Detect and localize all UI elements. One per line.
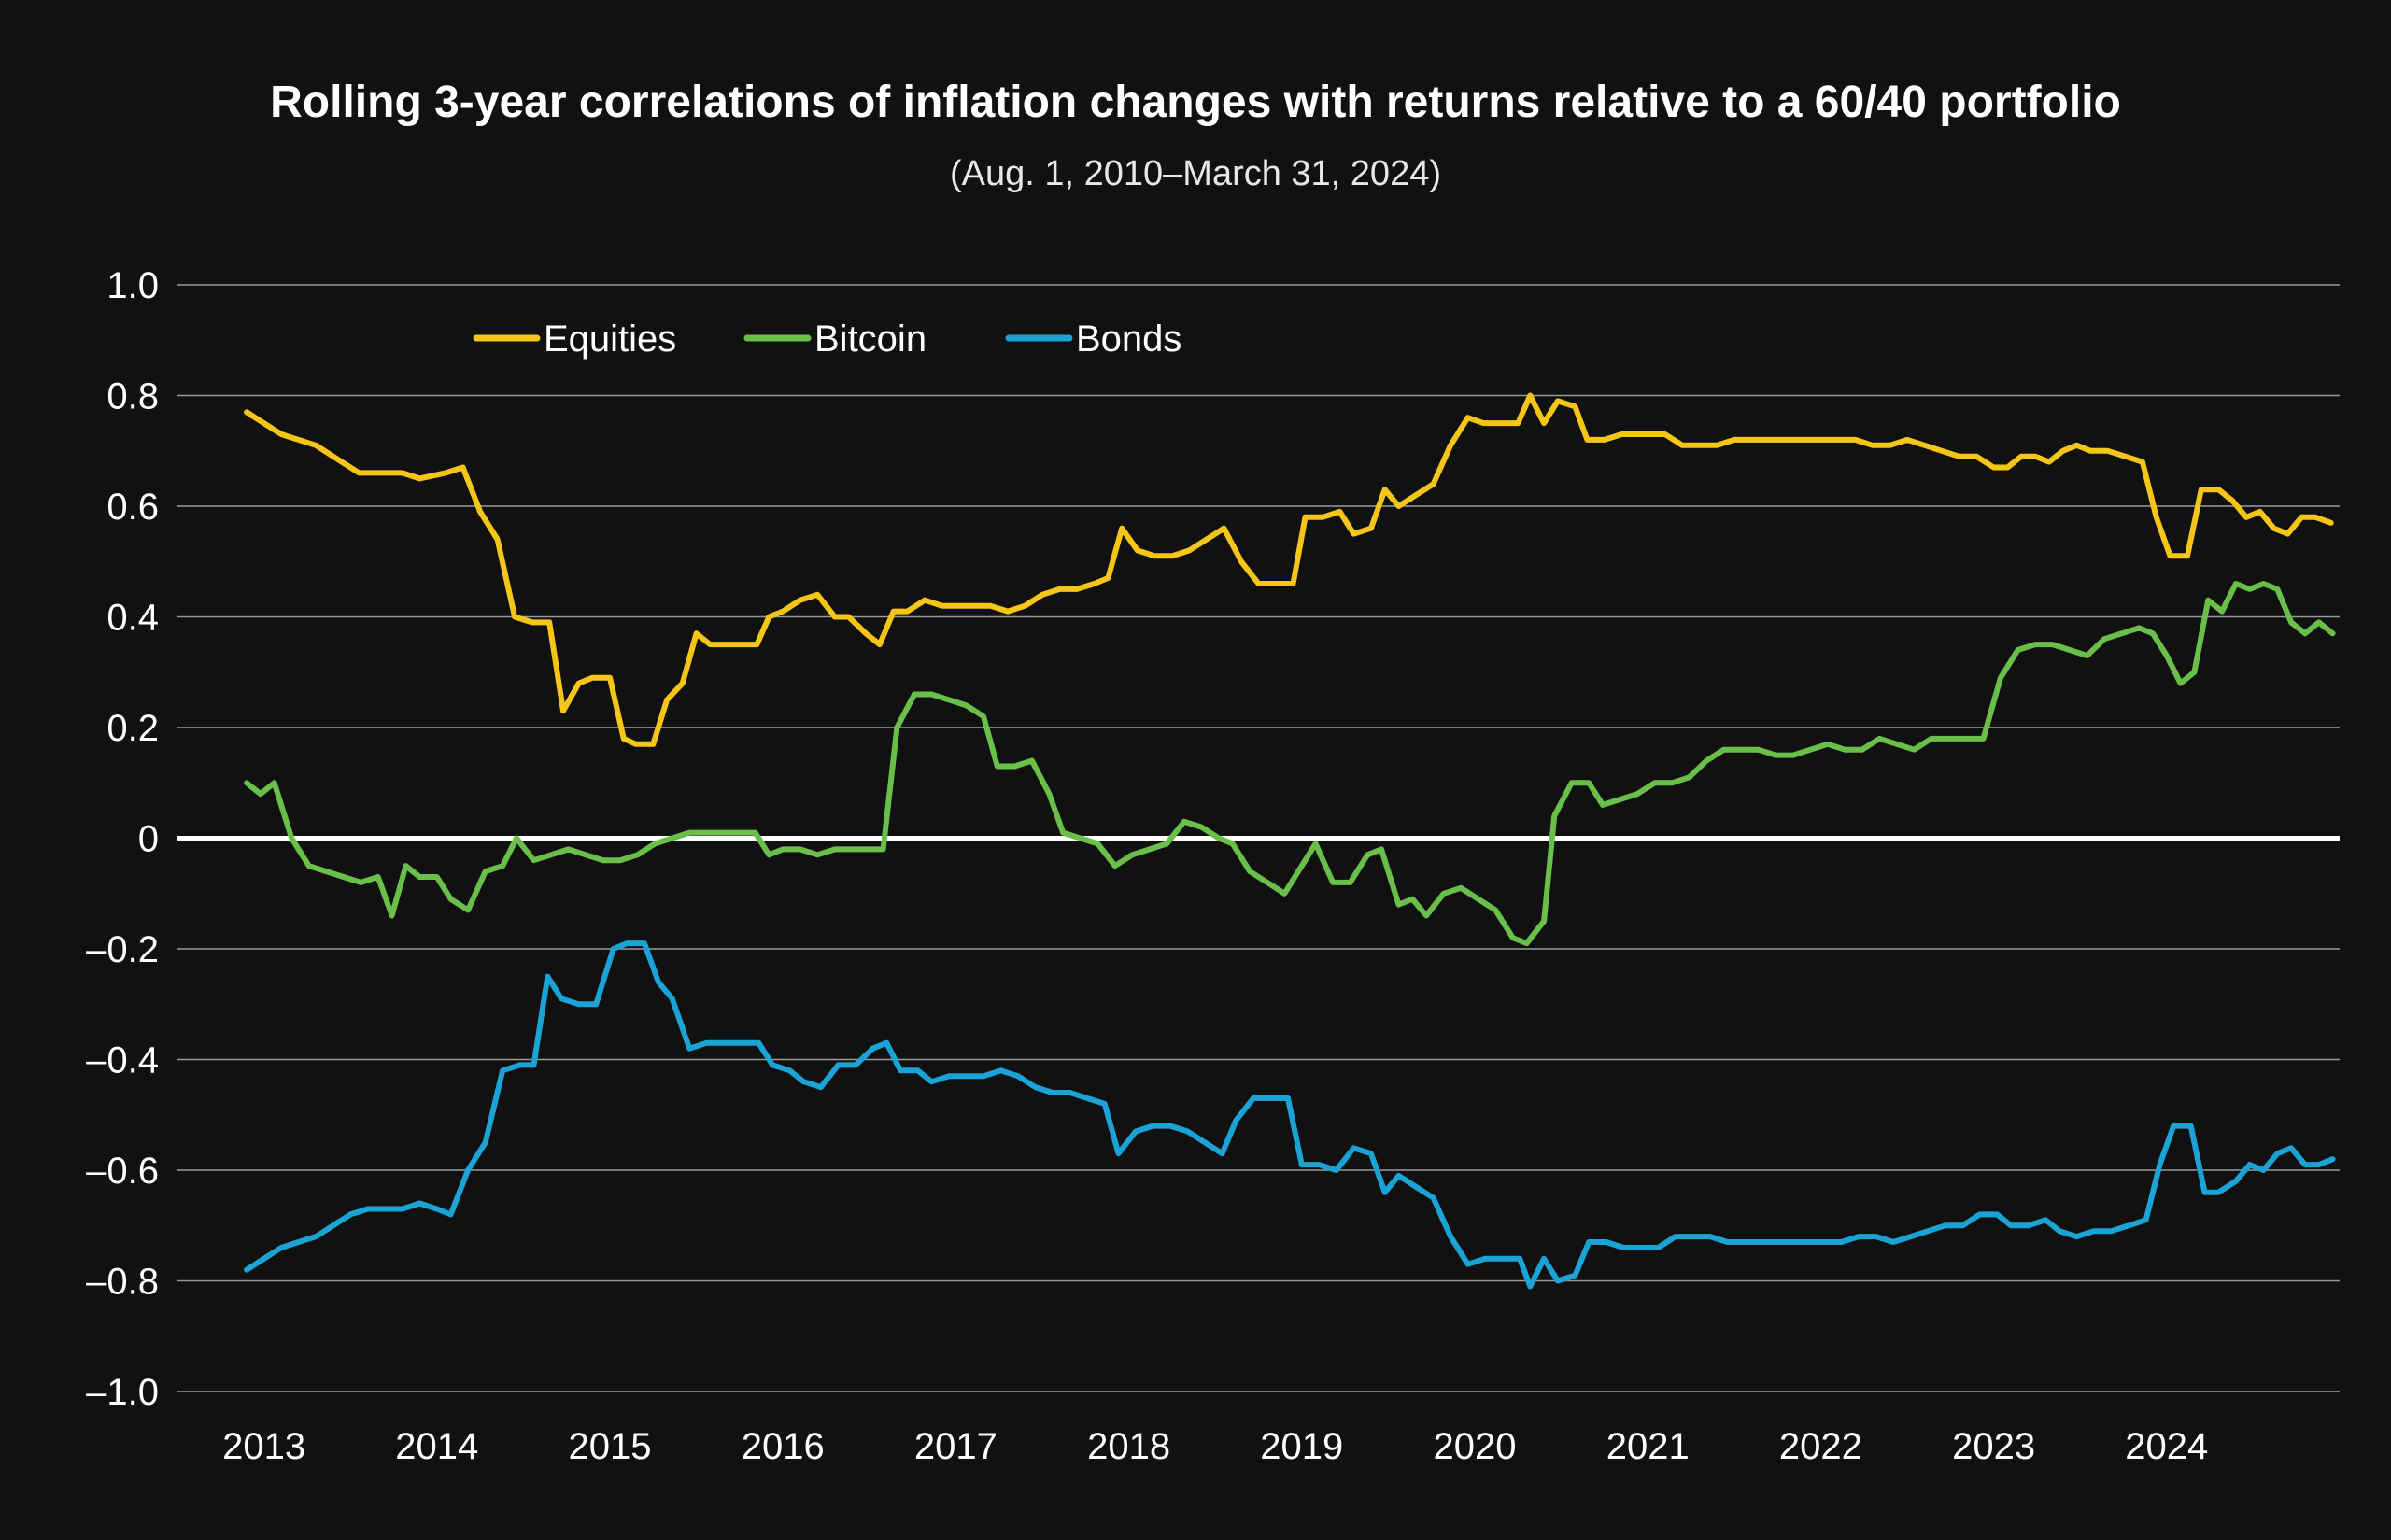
chart-subtitle: (Aug. 1, 2010–March 31, 2024) [950, 154, 1441, 193]
x-tick-label: 2016 [742, 1426, 825, 1467]
y-tick-label: 1.0 [106, 265, 159, 306]
y-tick-label: –0.2 [86, 929, 159, 970]
series-lines [244, 392, 2336, 1290]
legend: Equities Bitcoin Bonds [473, 318, 1181, 360]
x-tick-label: 2024 [2125, 1426, 2208, 1467]
y-tick-label: 0.8 [106, 376, 159, 417]
y-tick-label: –0.4 [86, 1040, 159, 1081]
legend-label-bonds: Bonds [1076, 318, 1181, 360]
series-line-equities [244, 392, 2334, 747]
y-tick-label: –1.0 [86, 1372, 159, 1413]
y-axis-ticks: 1.0 0.8 0.6 0.4 0.2 0 –0.2 –0.4 –0.6 –0.8 –1.0 [86, 265, 159, 1413]
series-line-bonds [244, 940, 2336, 1290]
x-tick-label: 2023 [1952, 1426, 2035, 1467]
x-axis-ticks: 2013 2014 2015 2016 2017 2018 2019 2020 2021 2022… [222, 1426, 2208, 1467]
y-tick-label: 0.4 [106, 598, 159, 639]
x-tick-label: 2018 [1087, 1426, 1170, 1467]
series-line-bitcoin [244, 581, 2336, 947]
x-tick-label: 2020 [1434, 1426, 1517, 1467]
legend-label-bitcoin: Bitcoin [814, 318, 927, 360]
y-tick-label: 0.6 [106, 487, 159, 528]
x-tick-label: 2017 [914, 1426, 997, 1467]
x-tick-label: 2022 [1779, 1426, 1862, 1467]
y-tick-label: 0.2 [106, 708, 159, 749]
y-tick-label: 0 [138, 819, 159, 860]
x-tick-label: 2013 [222, 1426, 305, 1467]
y-tick-label: –0.8 [86, 1262, 159, 1303]
x-tick-label: 2019 [1260, 1426, 1343, 1467]
x-tick-label: 2014 [395, 1426, 478, 1467]
x-tick-label: 2015 [569, 1426, 652, 1467]
gridlines [177, 284, 2340, 1392]
chart-title: Rolling 3-year correlations of inflation… [270, 78, 2121, 127]
x-tick-label: 2021 [1606, 1426, 1690, 1467]
legend-label-equities: Equities [544, 318, 676, 360]
y-tick-label: –0.6 [86, 1151, 159, 1192]
